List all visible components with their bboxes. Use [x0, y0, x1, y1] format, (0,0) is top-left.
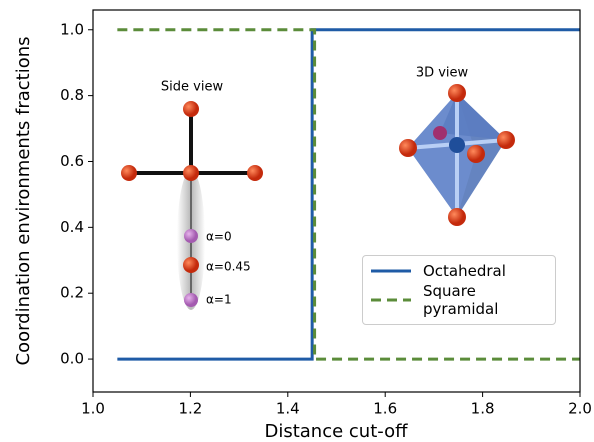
y-axis-label: Coordination environments fractions: [13, 36, 34, 365]
y-tick-label: 1.0: [60, 20, 84, 38]
legend-label: Square pyramidal: [423, 282, 513, 318]
y-tick-label: 0.0: [60, 350, 84, 368]
3d-view: [399, 84, 515, 226]
y-tick-label: 0.8: [60, 86, 84, 104]
x-axis-label: Distance cut-off: [264, 421, 408, 442]
chart: 0.0 0.2 0.4 0.6 0.8 1.0 1.0 1.2 1.4 1.6 1.8 2.0 Sid…: [0, 0, 594, 442]
annotation: 3D view: [416, 66, 469, 81]
x-tick-label: 1.0: [81, 400, 105, 418]
x-tick-label: 1.4: [276, 400, 300, 418]
x-tick-label: 2.0: [568, 400, 592, 418]
legend-label: Octahedral: [423, 262, 513, 280]
legend-entry: Octahedral: [371, 262, 547, 280]
annotation: α=0: [206, 230, 232, 244]
x-tick-label: 1.8: [471, 400, 495, 418]
annotation: α=1: [206, 293, 232, 307]
annotation: α=0.45: [206, 260, 251, 274]
y-tick-label: 0.2: [60, 284, 84, 302]
legend-swatch: [371, 294, 411, 306]
annotation: Side view: [161, 80, 224, 95]
page: 0.0 0.2 0.4 0.6 0.8 1.0 1.0 1.2 1.4 1.6 1.8 2.0 Sid…: [0, 0, 594, 442]
legend-swatch: [371, 265, 411, 277]
plot-frame: [93, 10, 580, 392]
side-view: [121, 101, 263, 310]
legend: Octahedral Square pyramidal: [362, 255, 556, 325]
legend-entry: Square pyramidal: [371, 282, 547, 318]
y-tick-label: 0.6: [60, 152, 84, 170]
y-tick-label: 0.4: [60, 218, 84, 236]
x-tick-label: 1.2: [178, 400, 202, 418]
x-tick-label: 1.6: [373, 400, 397, 418]
